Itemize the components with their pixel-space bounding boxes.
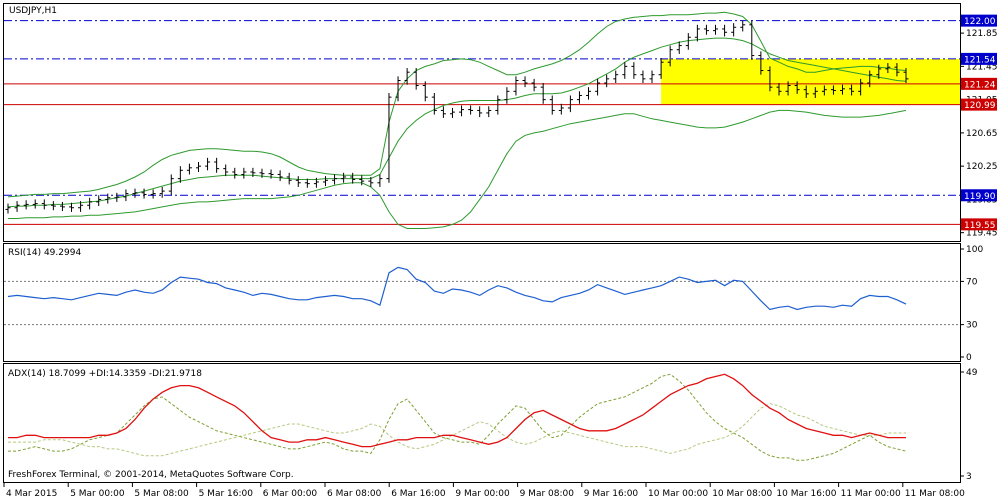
level-label-text: 122.00 xyxy=(964,17,996,27)
time-tick-label: 6 Mar 08:00 xyxy=(327,489,382,499)
highlight-zone-rect xyxy=(661,58,960,105)
adx-indicator: 49 3 xyxy=(8,368,978,482)
level-label-text: 120.99 xyxy=(964,101,996,111)
rsi-tick-label: 70 xyxy=(966,277,978,287)
time-tick-label: 6 Mar 00:00 xyxy=(263,489,318,499)
time-tick-label: 11 Mar 00:00 xyxy=(841,489,901,499)
middle-band-line xyxy=(7,37,907,208)
rsi-indicator: 100 70 30 0 xyxy=(4,245,983,363)
time-tick-label: 5 Mar 08:00 xyxy=(134,489,189,499)
rsi-line xyxy=(7,266,907,311)
adx-series-line xyxy=(8,373,906,448)
highlight-zone xyxy=(661,58,960,105)
price-tick-label: 121.85 xyxy=(966,29,998,39)
price-levels xyxy=(4,20,960,225)
adx-tick-label: 3 xyxy=(966,472,972,482)
adx-tick-label: 49 xyxy=(966,368,978,378)
level-label-text: 119.55 xyxy=(964,221,996,231)
time-tick-label: 10 Mar 16:00 xyxy=(776,489,836,499)
rsi-title: RSI(14) 49.2994 xyxy=(8,248,81,258)
time-tick-label: 11 Mar 08:00 xyxy=(905,489,965,499)
level-label-text: 121.54 xyxy=(964,55,996,65)
bollinger-bands xyxy=(7,11,907,229)
adx-pane-frame xyxy=(3,363,961,483)
lower-band-line xyxy=(8,109,907,229)
level-label-box xyxy=(961,52,997,65)
rsi-tick-label: 0 xyxy=(966,353,972,363)
chart-title: USDJPY,H1 xyxy=(9,6,57,16)
price-tick-label: 121.45 xyxy=(966,62,998,72)
time-tick-label: 9 Mar 00:00 xyxy=(455,489,510,499)
time-tick-label: 4 Mar 2015 xyxy=(6,489,57,499)
time-tick-label: 9 Mar 16:00 xyxy=(584,489,639,499)
time-tick-label: 5 Mar 16:00 xyxy=(199,489,254,499)
price-axis: 122.00121.85121.45121.05120.65120.25119.… xyxy=(960,14,998,239)
adx-title: ADX(14) 18.7099 +DI:14.3359 -DI:21.9718 xyxy=(8,369,202,379)
time-tick-label: 6 Mar 16:00 xyxy=(391,489,446,499)
level-label-box xyxy=(961,98,997,111)
time-tick-label: 10 Mar 00:00 xyxy=(648,489,708,499)
level-label-box xyxy=(961,77,997,90)
time-tick-label: 9 Mar 08:00 xyxy=(520,489,575,499)
time-tick-label: 10 Mar 08:00 xyxy=(712,489,772,499)
rsi-tick-label: 30 xyxy=(966,321,978,331)
level-label-box xyxy=(961,189,997,202)
adx-series-line xyxy=(8,403,906,457)
level-label-box xyxy=(961,14,997,27)
adx-series-line xyxy=(8,373,907,461)
time-tick-label: 5 Mar 00:00 xyxy=(70,489,125,499)
price-bars xyxy=(5,20,909,214)
time-axis: 4 Mar 2015 5 Mar 00:00 5 Mar 08:00 5 Mar 16… xyxy=(3,483,965,499)
rsi-pane-frame xyxy=(3,243,961,362)
price-tick-label: 119.45 xyxy=(966,229,998,239)
level-label-text: 119.90 xyxy=(964,192,996,202)
price-pane-frame xyxy=(3,3,961,242)
copyright-text: FreshForex Terminal, © 2001-2014, MetaQu… xyxy=(8,470,294,480)
price-tick-label: 120.25 xyxy=(966,162,998,172)
level-label-box xyxy=(961,218,997,231)
level-label-text: 121.24 xyxy=(964,80,996,90)
price-tick-label: 120.65 xyxy=(966,129,998,139)
rsi-tick-label: 100 xyxy=(966,245,983,255)
upper-band-line xyxy=(7,11,907,198)
